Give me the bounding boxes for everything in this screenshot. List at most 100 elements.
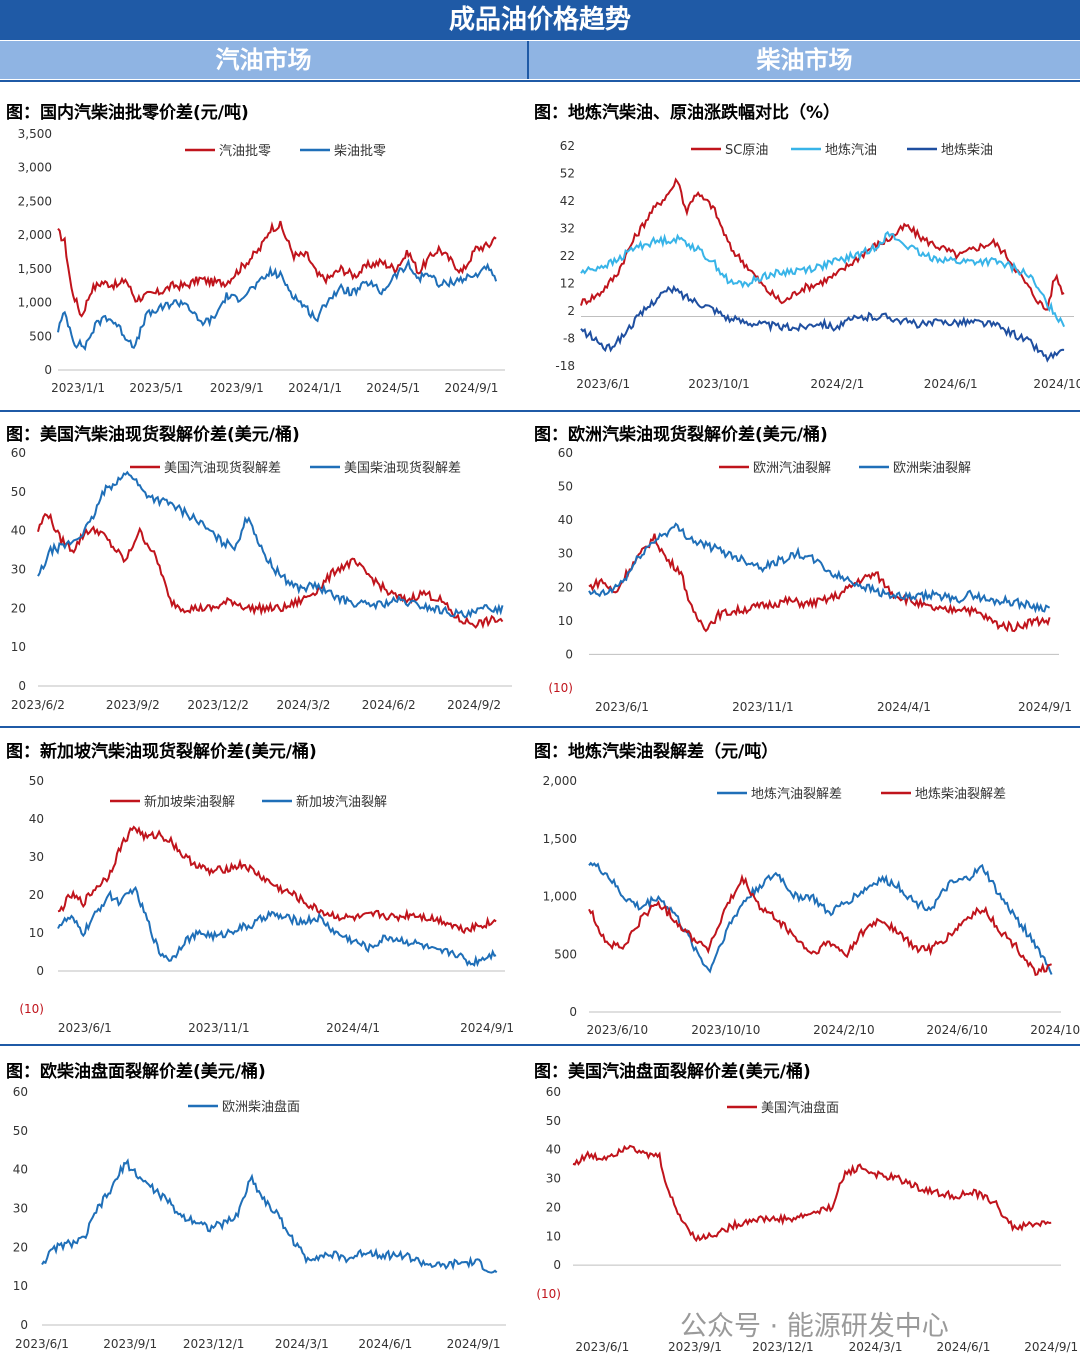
y-tick-label: 500: [29, 329, 52, 343]
series-line: [580, 230, 1066, 328]
y-tick-label: 20: [13, 1240, 28, 1254]
chart-title-us-spot-crack: 图：美国汽柴油现货裂解价差(美元/桶): [6, 425, 300, 445]
legend-label: 地炼汽油: [825, 143, 877, 158]
divider: [527, 41, 529, 79]
y-tick-label: (10): [536, 1287, 561, 1301]
series-line: [588, 533, 1051, 633]
chart-us-gasoline-futures-crack: 60 50 40 30 20 10 0 (10) 2023/6/1 2023/9/1 2023/12…: [536, 1085, 1078, 1354]
legend-label: 地炼汽油裂解差: [751, 787, 842, 802]
x-tick-label: 2023/1/1: [51, 381, 105, 395]
x-tick-label: 2023/6/1: [575, 1340, 629, 1354]
y-tick-label: (10): [19, 1002, 44, 1016]
y-tick-label: 20: [558, 580, 573, 594]
chart-title-teapot-crack: 图：地炼汽柴油裂解差（元/吨）: [534, 742, 779, 762]
y-tick-label: 1,500: [543, 832, 577, 846]
series-line: [580, 177, 1065, 311]
y-tick-label: 20: [29, 888, 44, 902]
chart-eu-diesel-futures-crack: 60 50 40 30 20 10 0 2023/6/1 2023/9/1 2023/12/1 20…: [13, 1085, 506, 1351]
divider: [0, 80, 1080, 82]
y-tick-label: 50: [13, 1124, 28, 1138]
gasoline-section-header: 汽油市场: [0, 41, 527, 79]
y-tick-label: -18: [555, 359, 575, 373]
x-tick-label: 2024/3/2: [276, 698, 330, 712]
x-tick-label: 2024/10/1: [1030, 1023, 1080, 1037]
y-tick-label: 2: [567, 304, 575, 318]
y-tick-label: 0: [44, 363, 52, 377]
series-line: [57, 885, 497, 968]
divider: [0, 410, 1080, 412]
page-title: 成品油价格趋势: [0, 0, 1080, 40]
legend-label: 欧洲柴油盘面: [222, 1099, 300, 1115]
y-tick-label: 50: [546, 1114, 561, 1128]
y-tick-label: 30: [13, 1202, 28, 1216]
x-tick-label: 2023/9/2: [106, 698, 160, 712]
x-tick-label: 2024/9/1: [1018, 700, 1072, 714]
x-tick-label: 2023/6/10: [587, 1023, 649, 1037]
y-tick-label: 50: [29, 774, 44, 788]
y-tick-label: 40: [546, 1143, 561, 1157]
y-tick-label: 22: [560, 249, 575, 263]
y-tick-label: 2,000: [543, 774, 577, 788]
chart-title-us-gasoline-futures-crack: 图：美国汽油盘面裂解价差(美元/桶): [534, 1062, 811, 1082]
series-line: [57, 825, 497, 935]
y-tick-label: 40: [29, 812, 44, 826]
y-tick-label: 60: [546, 1085, 561, 1099]
y-tick-label: (10): [548, 681, 573, 695]
chart-title-teapot-vs-crude: 图：地炼汽柴油、原油涨跌幅对比（%）: [534, 103, 841, 123]
y-tick-label: 0: [565, 647, 573, 661]
x-tick-label: 2024/6/1: [924, 377, 978, 391]
x-tick-label: 2023/6/1: [595, 700, 649, 714]
chart-us-spot-crack: 60 50 40 30 20 10 0 2023/6/2 2023/9/2 2023/12/2 20…: [11, 446, 512, 712]
divider: [0, 1044, 1080, 1046]
y-tick-label: 0: [20, 1318, 28, 1332]
y-tick-label: 30: [558, 547, 573, 561]
y-tick-label: 32: [560, 222, 575, 236]
x-tick-label: 2023/10/10: [691, 1023, 760, 1037]
y-tick-label: 0: [18, 679, 26, 693]
y-tick-label: 2,500: [18, 194, 52, 208]
x-tick-label: 2023/6/2: [11, 698, 65, 712]
x-tick-label: 2024/9/1: [1024, 1340, 1078, 1354]
series-line: [41, 1158, 498, 1274]
y-tick-label: 60: [13, 1085, 28, 1099]
y-tick-label: 52: [560, 167, 575, 181]
legend-label: 地炼柴油裂解差: [915, 787, 1006, 802]
series-line: [57, 258, 498, 352]
x-tick-label: 2024/3/1: [849, 1340, 903, 1354]
x-tick-label: 2024/4/1: [326, 1021, 380, 1035]
series-line: [588, 873, 1052, 977]
legend-label: 新加坡汽油裂解: [296, 794, 387, 810]
chart-title-eu-diesel-futures-crack: 图：欧柴油盘面裂解价差(美元/桶): [6, 1062, 266, 1082]
y-tick-label: 12: [560, 277, 575, 291]
x-tick-label: 2024/6/10: [926, 1023, 988, 1037]
y-tick-label: 2,000: [18, 228, 52, 242]
diesel-section-header: 柴油市场: [529, 41, 1080, 79]
y-tick-label: -8: [563, 332, 575, 346]
x-tick-label: 2024/9/1: [447, 1337, 501, 1351]
y-tick-label: 50: [11, 485, 26, 499]
y-tick-label: 40: [558, 513, 573, 527]
y-tick-label: 1,500: [18, 262, 52, 276]
x-tick-label: 2023/10/1: [688, 377, 750, 391]
y-tick-label: 10: [558, 614, 573, 628]
y-tick-label: 30: [29, 850, 44, 864]
y-tick-label: 0: [36, 964, 44, 978]
x-tick-label: 2023/6/1: [58, 1021, 112, 1035]
y-tick-label: 10: [546, 1229, 561, 1243]
x-tick-label: 2023/11/1: [732, 700, 794, 714]
chart-teapot-crack: 2,000 1,500 1,000 500 0 2023/6/10 2023/10/10 20…: [543, 774, 1080, 1037]
series-line: [37, 512, 504, 630]
x-tick-label: 2024/6/1: [936, 1340, 990, 1354]
chart-domestic-spread: 3,500 3,000 2,500 2,000 1,500 1,000 500 0 2023/1…: [18, 127, 505, 395]
chart-title-eu-spot-crack: 图：欧洲汽柴油现货裂解价差(美元/桶): [534, 425, 828, 445]
y-tick-label: 30: [546, 1172, 561, 1186]
legend-label: 美国汽油盘面: [761, 1100, 839, 1116]
y-tick-label: 60: [11, 446, 26, 460]
y-tick-label: 3,000: [18, 161, 52, 175]
legend-label: 欧洲汽油裂解: [753, 461, 831, 476]
x-tick-label: 2023/5/1: [129, 381, 183, 395]
x-tick-label: 2023/6/1: [576, 377, 630, 391]
watermark-text: 公众号 · 能源研发中心: [680, 1311, 949, 1342]
y-tick-label: 42: [560, 194, 575, 208]
